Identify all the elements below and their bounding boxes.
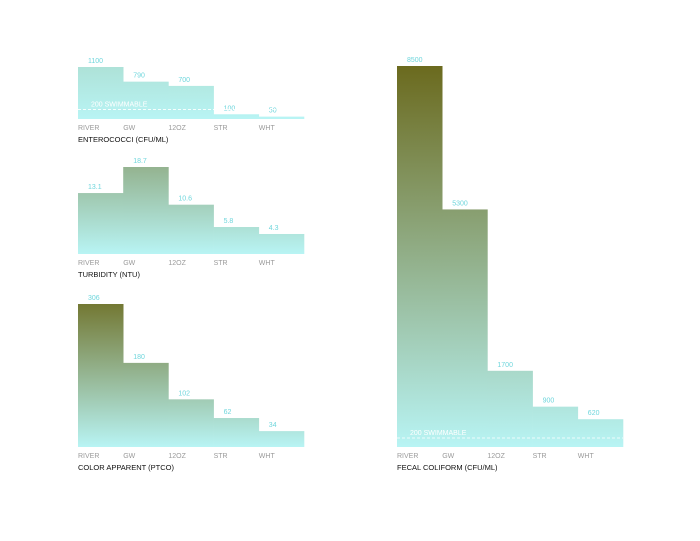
turbidity-bar-wht xyxy=(258,233,305,254)
color-category-label-str: STR xyxy=(214,453,228,460)
fecal-bar-gw xyxy=(442,209,488,447)
fecal-bar-wht xyxy=(577,419,624,447)
enterococci-category-label-12oz: 12OZ xyxy=(168,125,186,132)
enterococci-bar-12oz xyxy=(168,85,214,119)
enterococci-category-label-wht: WHT xyxy=(259,125,276,132)
turbidity-bar-12oz xyxy=(168,204,214,254)
fecal-category-label-river: RIVER xyxy=(397,453,418,460)
fecal-category-label-gw: GW xyxy=(442,453,454,460)
color-category-label-river: RIVER xyxy=(78,453,99,460)
enterococci-reference-label: 200 SWIMMABLE xyxy=(91,102,148,109)
color-bar-gw xyxy=(123,362,169,447)
fecal-category-label-wht: WHT xyxy=(578,453,595,460)
fecal-chart: 8500 RIVER 5300 GW 1700 12OZ 900 STR 620 WHT 200 S… xyxy=(397,57,624,472)
fecal-reference-label: 200 SWIMMABLE xyxy=(410,430,467,437)
enterococci-value-label-str: 100 xyxy=(224,105,236,112)
turbidity-category-label-gw: GW xyxy=(123,260,135,267)
color-category-label-gw: GW xyxy=(123,453,135,460)
turbidity-category-label-river: RIVER xyxy=(78,260,99,267)
enterococci-bar-river xyxy=(78,67,124,119)
enterococci-bar-gw xyxy=(123,81,169,119)
color-value-label-river: 306 xyxy=(88,295,100,302)
turbidity-title: TURBIDITY (NTU) xyxy=(78,270,140,279)
turbidity-value-label-12oz: 10.6 xyxy=(178,196,192,203)
enterococci-value-label-river: 1100 xyxy=(88,58,103,65)
enterococci-bar-str xyxy=(213,114,260,119)
color-bar-str xyxy=(213,418,260,447)
color-bar-river xyxy=(78,304,124,447)
turbidity-value-label-river: 13.1 xyxy=(88,184,102,191)
enterococci-value-label-wht: 50 xyxy=(269,108,277,115)
color-value-label-wht: 34 xyxy=(269,422,277,429)
turbidity-value-label-str: 5.8 xyxy=(224,218,234,225)
turbidity-category-label-wht: WHT xyxy=(259,260,276,267)
fecal-value-label-wht: 620 xyxy=(588,410,600,417)
enterococci-chart: 1100 RIVER 790 GW 700 12OZ 100 STR 50 WHT 200 SWIM… xyxy=(78,58,305,144)
color-title: COLOR APPARENT (PTCO) xyxy=(78,463,174,472)
color-value-label-12oz: 102 xyxy=(178,390,190,397)
enterococci-category-label-gw: GW xyxy=(123,125,135,132)
enterococci-title: ENTEROCOCCI (CFU/ML) xyxy=(78,135,169,144)
fecal-category-label-str: STR xyxy=(533,453,547,460)
fecal-bar-str xyxy=(532,406,579,447)
fecal-value-label-river: 8500 xyxy=(407,57,423,64)
turbidity-category-label-str: STR xyxy=(214,260,228,267)
enterococci-value-label-12oz: 700 xyxy=(178,77,190,84)
turbidity-category-label-12oz: 12OZ xyxy=(168,260,186,267)
color-value-label-gw: 180 xyxy=(133,354,145,361)
enterococci-value-label-gw: 790 xyxy=(133,73,145,80)
turbidity-value-label-gw: 18.7 xyxy=(133,158,147,165)
turbidity-bar-gw xyxy=(123,167,169,254)
turbidity-bar-river xyxy=(78,193,124,254)
color-category-label-wht: WHT xyxy=(259,453,276,460)
color-bar-wht xyxy=(258,431,305,447)
fecal-category-label-12oz: 12OZ xyxy=(487,453,505,460)
fecal-value-label-gw: 5300 xyxy=(452,200,468,207)
fecal-value-label-12oz: 1700 xyxy=(497,362,513,369)
fecal-bar-12oz xyxy=(487,370,533,447)
fecal-title: FECAL COLIFORM (CFU/ML) xyxy=(397,463,498,472)
enterococci-category-label-river: RIVER xyxy=(78,125,99,132)
color-bar-12oz xyxy=(168,399,214,447)
turbidity-value-label-wht: 4.3 xyxy=(269,225,279,232)
enterococci-category-label-str: STR xyxy=(214,125,228,132)
turbidity-bar-str xyxy=(213,227,260,254)
color-category-label-12oz: 12OZ xyxy=(168,453,186,460)
enterococci-bar-wht xyxy=(258,116,305,119)
color-value-label-str: 62 xyxy=(224,409,232,416)
color-chart: 306 RIVER 180 GW 102 12OZ 62 STR 34 WHT COLOR APPA… xyxy=(78,295,305,472)
fecal-value-label-str: 900 xyxy=(543,398,555,405)
fecal-bar-river xyxy=(397,66,443,447)
turbidity-chart: 13.1 RIVER 18.7 GW 10.6 12OZ 5.8 STR 4.3 WHT TURBI… xyxy=(78,158,305,279)
